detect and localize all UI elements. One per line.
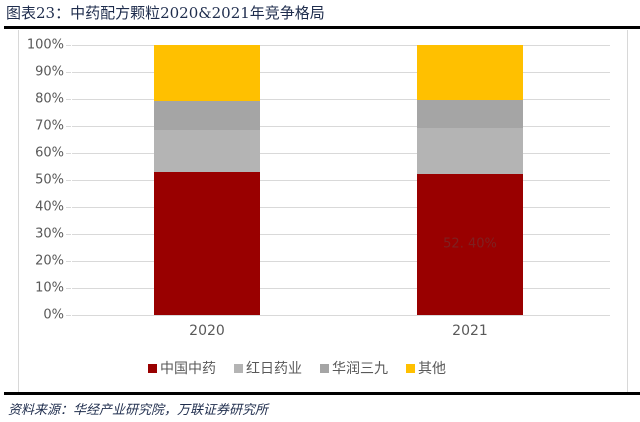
legend-item: 红日药业: [234, 358, 302, 378]
gridline: [72, 99, 610, 100]
y-axis-label: 100%: [26, 37, 64, 53]
y-axis-label: 30%: [35, 226, 64, 242]
y-tick: [66, 207, 71, 208]
figure-title: 图表23：中药配方颗粒2020&2021年竞争格局: [6, 4, 325, 22]
y-axis-label: 70%: [35, 118, 64, 134]
legend-label: 华润三九: [332, 361, 388, 377]
y-axis-label: 20%: [35, 253, 64, 269]
y-axis-label: 80%: [35, 91, 64, 107]
y-tick: [66, 45, 71, 46]
y-axis-label: 40%: [35, 199, 64, 215]
y-tick: [66, 261, 71, 262]
bar-2020: [154, 45, 260, 315]
legend-label: 中国中药: [160, 361, 216, 377]
gridline: [72, 207, 610, 208]
legend-label: 红日药业: [246, 361, 302, 377]
y-axis-label: 50%: [35, 172, 64, 188]
bar-segment: [417, 127, 523, 174]
bar-segment: [154, 45, 260, 101]
y-axis-label: 90%: [35, 64, 64, 80]
gridline: [72, 261, 610, 262]
bar-segment: [417, 173, 523, 315]
bar-segment: [154, 100, 260, 131]
legend-item: 中国中药: [148, 358, 216, 378]
data-label: 52. 40%: [443, 236, 497, 252]
gridline: [72, 180, 610, 181]
legend: 中国中药 红日药业 华润三九 其他: [148, 358, 446, 378]
y-tick: [66, 72, 71, 73]
gridline: [72, 234, 610, 235]
y-tick: [66, 153, 71, 154]
source-note: 资料来源：华经产业研究院，万联证券研究所: [8, 403, 269, 418]
gridline: [72, 45, 610, 46]
source-rule: [4, 392, 640, 395]
y-tick: [66, 315, 71, 316]
y-tick: [66, 288, 71, 289]
y-tick: [66, 126, 71, 127]
bar-segment: [417, 100, 523, 128]
gridline: [72, 153, 610, 154]
y-tick: [66, 180, 71, 181]
gridline: [72, 126, 610, 127]
y-tick: [66, 234, 71, 235]
gridline: [72, 72, 610, 73]
bar-2021: [417, 45, 523, 315]
title-rule: [4, 26, 640, 29]
y-axis-label: 10%: [35, 280, 64, 296]
legend-item: 华润三九: [320, 358, 388, 378]
legend-label: 其他: [418, 361, 446, 377]
legend-swatch-icon: [320, 363, 329, 373]
gridline: [72, 288, 610, 289]
legend-swatch-icon: [148, 363, 157, 373]
x-axis-label: 2020: [189, 323, 225, 339]
bar-segment: [154, 172, 260, 315]
legend-swatch-icon: [406, 363, 415, 373]
bar-segment: [417, 45, 523, 101]
y-axis-label: 0%: [43, 307, 64, 323]
gridline: [72, 315, 610, 316]
legend-swatch-icon: [234, 363, 243, 373]
y-axis-label: 60%: [35, 145, 64, 161]
bar-segment: [154, 130, 260, 173]
y-tick: [66, 99, 71, 100]
chart-frame: [18, 30, 628, 392]
legend-item: 其他: [406, 358, 446, 378]
x-axis-label: 2021: [452, 323, 488, 339]
